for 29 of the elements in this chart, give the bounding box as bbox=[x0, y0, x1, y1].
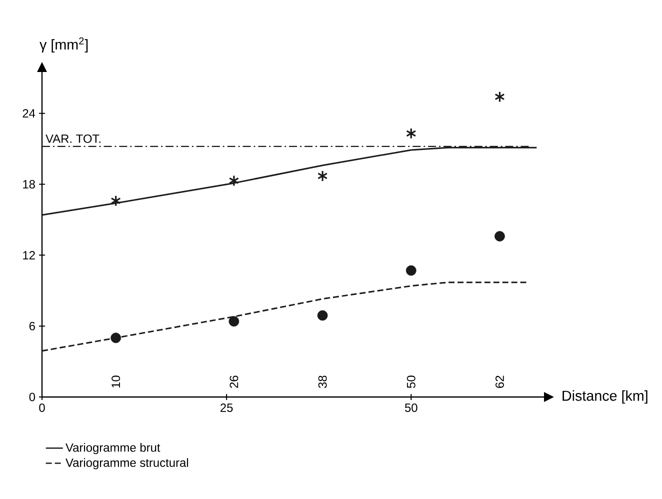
x2-tick-label: 38 bbox=[318, 376, 327, 388]
point bbox=[406, 265, 416, 276]
y-tick-label: 12 bbox=[23, 250, 35, 260]
point bbox=[406, 128, 416, 140]
line-series bbox=[41, 146, 538, 216]
x-axis-title: Distance [km] bbox=[562, 390, 648, 404]
point bbox=[110, 332, 122, 344]
y-tick-label: 0 bbox=[29, 392, 36, 402]
ref-line-label: VAR. TOT. bbox=[46, 134, 100, 143]
point bbox=[228, 174, 240, 186]
y-tick-label: 24 bbox=[22, 109, 36, 118]
point bbox=[494, 91, 505, 103]
x-tick-label: 25 bbox=[220, 404, 233, 412]
point bbox=[110, 195, 121, 207]
point bbox=[317, 310, 328, 321]
point bbox=[494, 231, 505, 242]
x2-tick-label: 10 bbox=[112, 376, 120, 388]
x-tick-label: 50 bbox=[404, 404, 418, 412]
y-tick-label: 18 bbox=[23, 180, 35, 188]
y-tick-label: 6 bbox=[29, 322, 35, 330]
x2-tick-label: 62 bbox=[495, 376, 504, 388]
x-tick-label: 0 bbox=[39, 404, 45, 412]
y-axis-title: γ [mm$^{2}$] bbox=[40, 37, 88, 53]
x2-tick-label: 50 bbox=[406, 376, 416, 388]
point bbox=[228, 316, 240, 327]
x2-tick-label: 26 bbox=[230, 376, 238, 388]
point bbox=[317, 170, 328, 182]
legend-label: Variogramme brut bbox=[66, 443, 160, 454]
legend-label: Variogramme structural bbox=[66, 458, 188, 470]
